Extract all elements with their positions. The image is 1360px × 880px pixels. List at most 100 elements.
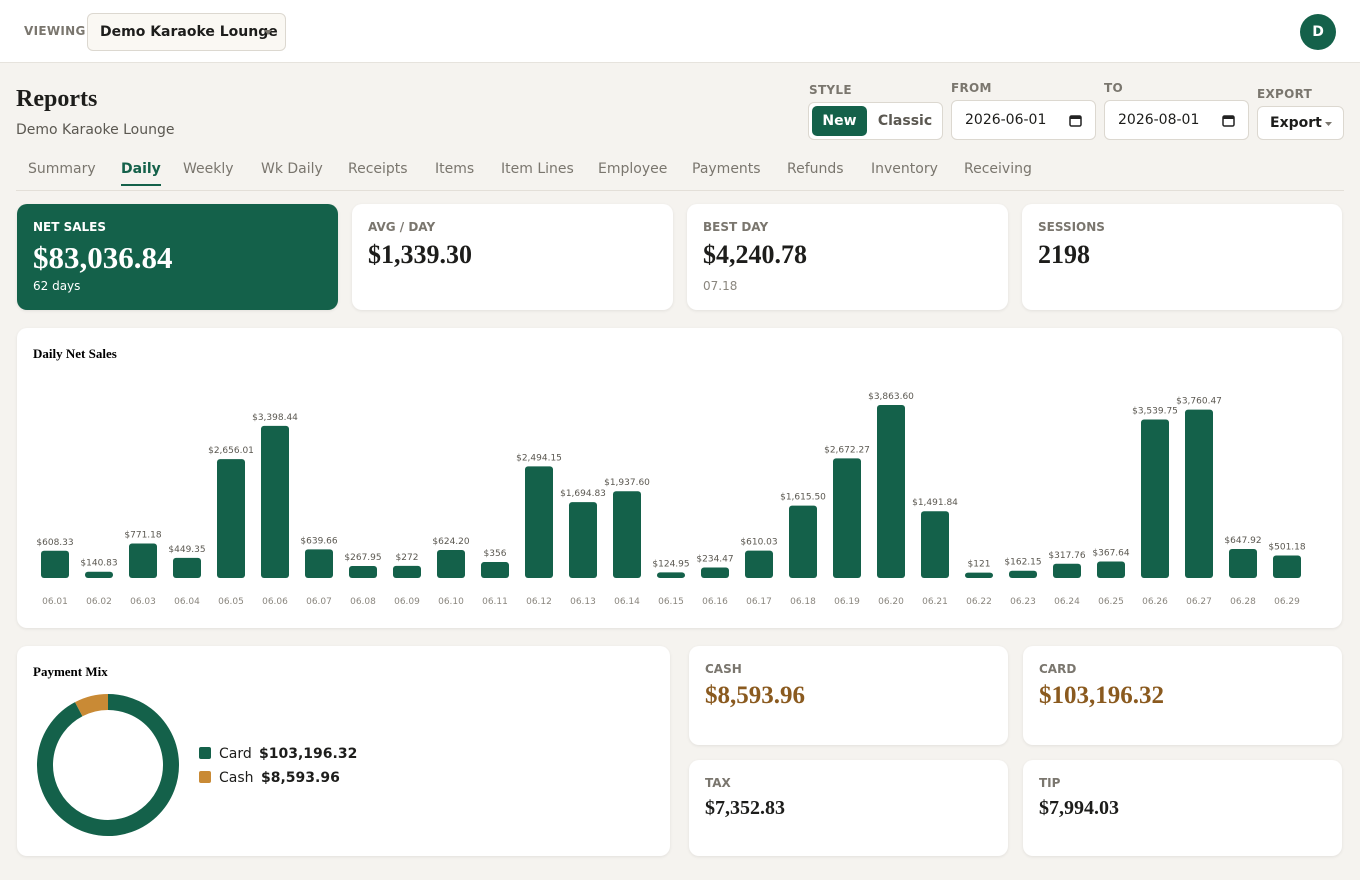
dropdown-caret bbox=[264, 30, 272, 35]
kpi-card: SESSIONS 2198 bbox=[1022, 204, 1342, 310]
value-label: $367.64 bbox=[1092, 549, 1129, 559]
value-label: $608.33 bbox=[36, 538, 73, 548]
x-tick-label: 06.08 bbox=[350, 597, 376, 607]
style-option[interactable]: New bbox=[812, 106, 867, 136]
bar bbox=[217, 459, 245, 578]
donut-segment bbox=[37, 694, 179, 836]
kpi-note: 07.18 bbox=[703, 279, 738, 293]
tab[interactable]: Receipts bbox=[348, 161, 408, 177]
value-label: $771.18 bbox=[124, 530, 161, 540]
style-toggle: New Classic bbox=[808, 102, 943, 140]
value-label: $121 bbox=[968, 560, 991, 570]
kpi-label: NET SALES bbox=[33, 220, 107, 234]
bar bbox=[481, 562, 509, 578]
bar bbox=[349, 566, 377, 578]
x-tick-label: 06.28 bbox=[1230, 597, 1256, 607]
legend-swatch bbox=[199, 747, 211, 759]
from-label: FROM bbox=[951, 81, 992, 95]
value-label: $624.20 bbox=[432, 537, 469, 547]
page-subtitle: Demo Karaoke Lounge bbox=[16, 122, 175, 138]
bar bbox=[41, 550, 69, 578]
chart-title: Daily Net Sales bbox=[33, 346, 117, 361]
value-label: $501.18 bbox=[1268, 543, 1305, 553]
calendar-icon bbox=[1222, 115, 1235, 127]
bar bbox=[789, 505, 817, 578]
from-date: 2026-06-01 bbox=[965, 112, 1047, 128]
value-label: $3,398.44 bbox=[252, 413, 298, 423]
bar bbox=[921, 511, 949, 578]
to-date: 2026-08-01 bbox=[1118, 112, 1200, 128]
venue-select[interactable]: Demo Karaoke Lounge bbox=[87, 13, 286, 51]
donut-segment bbox=[75, 694, 109, 717]
top-bar: VIEWING Demo Karaoke Lounge D bbox=[0, 0, 1360, 63]
bar bbox=[701, 567, 729, 578]
tab[interactable]: Item Lines bbox=[501, 161, 574, 177]
card-value: $8,593.96 bbox=[705, 682, 805, 709]
kpi-card: AVG / DAY $1,339.30 bbox=[352, 204, 673, 310]
bar bbox=[305, 549, 333, 578]
tab[interactable]: Items bbox=[435, 161, 475, 177]
legend-swatch bbox=[199, 771, 211, 783]
viewing-label: VIEWING bbox=[24, 24, 86, 38]
x-tick-label: 06.29 bbox=[1274, 597, 1300, 607]
tab[interactable]: Receiving bbox=[964, 161, 1032, 177]
kpi-note: 62 days bbox=[33, 279, 81, 293]
card-value: $7,352.83 bbox=[705, 797, 785, 819]
tab[interactable]: Daily bbox=[121, 161, 161, 186]
value-label: $2,494.15 bbox=[516, 453, 562, 463]
x-tick-label: 06.14 bbox=[614, 597, 640, 607]
chart-title: Payment Mix bbox=[33, 664, 108, 679]
from-date-input[interactable]: 2026-06-01 bbox=[951, 100, 1096, 140]
bar bbox=[85, 571, 113, 578]
to-date-input[interactable]: 2026-08-01 bbox=[1104, 100, 1249, 140]
to-label: TO bbox=[1104, 81, 1123, 95]
kpi-label: SESSIONS bbox=[1038, 220, 1105, 234]
bar bbox=[833, 458, 861, 578]
card-label: CARD bbox=[1039, 662, 1077, 676]
export-button[interactable]: Export bbox=[1257, 106, 1344, 140]
x-tick-label: 06.07 bbox=[306, 597, 332, 607]
tab[interactable]: Refunds bbox=[787, 161, 844, 177]
x-tick-label: 06.04 bbox=[174, 597, 200, 607]
x-tick-label: 06.10 bbox=[438, 597, 464, 607]
x-tick-label: 06.17 bbox=[746, 597, 772, 607]
kpi-value: 2198 bbox=[1038, 240, 1090, 269]
export-text: Export bbox=[1270, 115, 1322, 131]
value-label: $647.92 bbox=[1224, 536, 1261, 546]
value-label: $162.15 bbox=[1004, 558, 1041, 568]
bar bbox=[1009, 570, 1037, 578]
tab[interactable]: Payments bbox=[692, 161, 761, 177]
venue-name: Demo Karaoke Lounge bbox=[100, 24, 278, 40]
legend-value: $8,593.96 bbox=[261, 770, 340, 786]
style-option[interactable]: Classic bbox=[877, 113, 933, 129]
tab[interactable]: Inventory bbox=[871, 161, 938, 177]
calendar-icon bbox=[1069, 115, 1082, 127]
value-label: $3,760.47 bbox=[1176, 397, 1222, 407]
tab[interactable]: Employee bbox=[598, 161, 668, 177]
bar bbox=[525, 466, 553, 578]
value-label: $234.47 bbox=[696, 555, 733, 565]
summary-card: CASH $8,593.96 bbox=[689, 646, 1008, 745]
card-label: TIP bbox=[1039, 776, 1061, 790]
summary-card: CARD $103,196.32 bbox=[1023, 646, 1342, 745]
summary-card: TIP $7,994.03 bbox=[1023, 760, 1342, 856]
tab[interactable]: Wk Daily bbox=[261, 161, 323, 177]
bar bbox=[1273, 555, 1301, 578]
bar bbox=[877, 405, 905, 578]
x-tick-label: 06.22 bbox=[966, 597, 992, 607]
page-title: Reports bbox=[16, 86, 98, 112]
bar bbox=[745, 550, 773, 578]
x-tick-label: 06.12 bbox=[526, 597, 552, 607]
value-label: $356 bbox=[484, 549, 507, 559]
avatar[interactable]: D bbox=[1300, 14, 1336, 50]
card-value: $103,196.32 bbox=[1039, 682, 1164, 709]
value-label: $140.83 bbox=[80, 559, 117, 569]
value-label: $272 bbox=[396, 553, 419, 563]
kpi-card: BEST DAY $4,240.78 07.18 bbox=[687, 204, 1008, 310]
value-label: $1,615.50 bbox=[780, 493, 826, 503]
bar bbox=[569, 502, 597, 578]
tab[interactable]: Summary bbox=[28, 161, 96, 177]
value-label: $267.95 bbox=[344, 553, 381, 563]
tab[interactable]: Weekly bbox=[183, 161, 234, 177]
